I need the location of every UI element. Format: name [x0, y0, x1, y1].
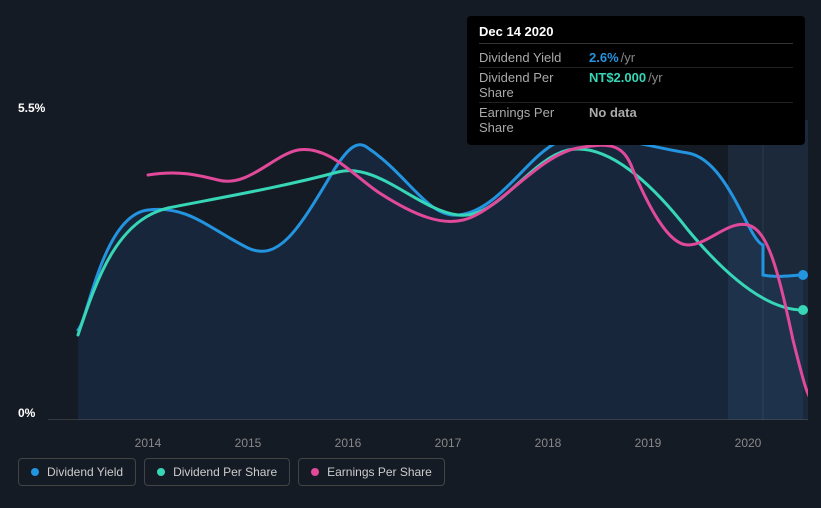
legend-label: Dividend Per Share [173, 465, 277, 479]
x-axis-label: 2020 [735, 436, 762, 450]
legend-label: Earnings Per Share [327, 465, 432, 479]
x-axis-label: 2015 [235, 436, 262, 450]
legend-item[interactable]: Dividend Yield [18, 458, 136, 486]
legend-dot-icon [157, 468, 165, 476]
tooltip-row: Dividend Per ShareNT$2.000/yr [479, 68, 793, 103]
tooltip-label: Dividend Per Share [479, 70, 589, 100]
tooltip-value: 2.6% [589, 50, 619, 65]
tooltip-label: Earnings Per Share [479, 105, 589, 135]
chart-area[interactable]: 5.5% 0% Past 201420152016201720182019202… [18, 105, 803, 450]
tooltip-row: Dividend Yield2.6%/yr [479, 48, 793, 68]
x-axis-label: 2017 [435, 436, 462, 450]
y-axis-max: 5.5% [18, 101, 45, 115]
legend-dot-icon [31, 468, 39, 476]
y-axis-min: 0% [18, 406, 35, 420]
series-end-dot [798, 270, 808, 280]
legend-dot-icon [311, 468, 319, 476]
x-axis-label: 2019 [635, 436, 662, 450]
legend-label: Dividend Yield [47, 465, 123, 479]
tooltip-date: Dec 14 2020 [479, 24, 793, 44]
tooltip-row: Earnings Per ShareNo data [479, 103, 793, 137]
legend-item[interactable]: Dividend Per Share [144, 458, 290, 486]
legend: Dividend Yield Dividend Per Share Earnings… [18, 458, 445, 486]
x-axis-label: 2014 [135, 436, 162, 450]
chart-tooltip: Dec 14 2020 Dividend Yield2.6%/yrDividen… [467, 16, 805, 145]
x-axis-label: 2016 [335, 436, 362, 450]
tooltip-label: Dividend Yield [479, 50, 589, 65]
tooltip-unit: /yr [648, 70, 662, 100]
x-axis-label: 2018 [535, 436, 562, 450]
chart-svg [48, 120, 808, 420]
tooltip-value: No data [589, 105, 637, 135]
legend-item[interactable]: Earnings Per Share [298, 458, 445, 486]
tooltip-value: NT$2.000 [589, 70, 646, 100]
series-end-dot [798, 305, 808, 315]
tooltip-unit: /yr [621, 50, 635, 65]
